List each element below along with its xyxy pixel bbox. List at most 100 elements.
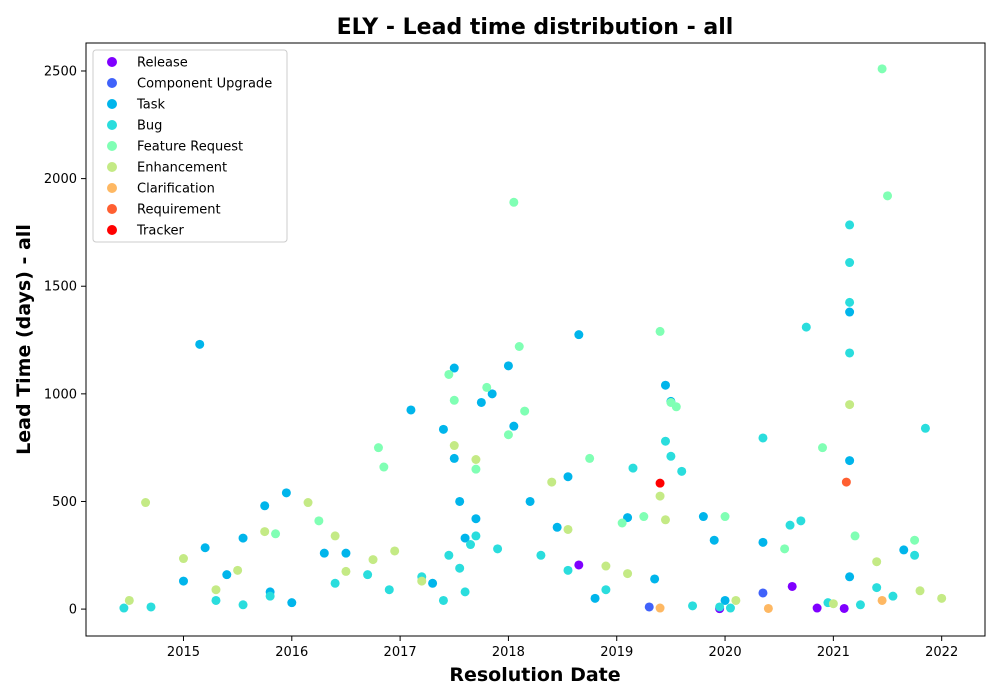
y-axis-label: Lead Time (days) - all <box>13 224 35 455</box>
point-task <box>487 389 497 399</box>
point-task <box>698 512 708 522</box>
point-enhancement <box>330 531 340 541</box>
point-feature-request <box>617 518 627 528</box>
point-task <box>899 545 909 555</box>
point-task <box>563 472 573 482</box>
point-bug <box>460 587 470 597</box>
x-tick-label: 2022 <box>925 645 958 660</box>
point-bug <box>715 602 725 612</box>
point-bug <box>845 258 855 268</box>
point-bug <box>666 451 676 461</box>
point-task <box>406 405 416 415</box>
point-feature-request <box>379 462 389 472</box>
point-feature-request <box>639 512 649 522</box>
point-feature-request <box>373 443 383 453</box>
point-enhancement <box>563 524 573 534</box>
point-feature-request <box>520 406 530 416</box>
point-enhancement <box>260 527 270 537</box>
point-enhancement <box>845 400 855 410</box>
point-feature-request <box>850 531 860 541</box>
point-task <box>319 548 329 558</box>
point-bug <box>493 544 503 554</box>
point-bug <box>601 585 611 595</box>
point-bug <box>660 436 670 446</box>
y-tick-label: 2500 <box>44 64 77 79</box>
point-enhancement <box>731 595 741 605</box>
y-axis: 0 500 1000 1500 2000 2500 <box>44 64 86 618</box>
point-task <box>449 363 459 373</box>
y-tick-label: 1500 <box>44 280 77 295</box>
point-bug <box>438 595 448 605</box>
point-task <box>238 533 248 543</box>
point-task <box>660 380 670 390</box>
point-task <box>287 598 297 608</box>
point-task <box>471 514 481 524</box>
point-bug <box>920 423 930 433</box>
point-task <box>281 488 291 498</box>
point-task <box>455 496 465 506</box>
point-enhancement <box>828 599 838 609</box>
point-enhancement <box>655 491 665 501</box>
legend-marker <box>107 78 117 88</box>
point-enhancement <box>872 557 882 567</box>
point-bug <box>845 297 855 307</box>
point-bug <box>845 220 855 230</box>
point-bug <box>536 550 546 560</box>
y-tick-label: 500 <box>52 495 77 510</box>
point-bug <box>466 540 476 550</box>
point-bug <box>758 433 768 443</box>
point-enhancement <box>141 498 151 508</box>
point-requirement <box>841 477 851 487</box>
point-bug <box>910 550 920 560</box>
point-clarification <box>655 603 665 613</box>
x-axis-label: Resolution Date <box>449 664 620 686</box>
point-release <box>574 560 584 570</box>
point-bug <box>363 570 373 580</box>
point-task <box>574 330 584 340</box>
point-task <box>845 307 855 317</box>
point-task <box>845 456 855 466</box>
point-clarification <box>763 603 773 613</box>
point-release <box>812 603 822 613</box>
point-enhancement <box>417 576 427 586</box>
point-enhancement <box>471 454 481 464</box>
point-feature-request <box>444 369 454 379</box>
legend-label: Requirement <box>137 203 221 218</box>
legend-marker <box>107 162 117 172</box>
point-bug <box>677 466 687 476</box>
point-task <box>460 533 470 543</box>
point-clarification <box>877 595 887 605</box>
point-feature-request <box>471 464 481 474</box>
chart-title: ELY - Lead time distribution - all <box>337 15 734 40</box>
point-enhancement <box>233 565 243 575</box>
point-feature-request <box>509 197 519 207</box>
point-bug <box>801 322 811 332</box>
point-enhancement <box>178 554 188 564</box>
x-tick-label: 2021 <box>817 645 850 660</box>
x-tick-label: 2019 <box>600 645 633 660</box>
point-task <box>709 535 719 545</box>
point-task <box>428 578 438 588</box>
point-tracker <box>655 478 665 488</box>
point-feature-request <box>271 529 281 539</box>
legend-label: Enhancement <box>137 161 227 176</box>
point-task <box>590 593 600 603</box>
legend-box <box>92 49 288 243</box>
point-bug <box>725 603 735 613</box>
legend-marker <box>107 141 117 151</box>
point-bug <box>845 348 855 358</box>
point-release <box>839 603 849 613</box>
point-enhancement <box>303 498 313 508</box>
point-bug <box>796 516 806 526</box>
x-tick-label: 2017 <box>384 645 417 660</box>
point-component-upgrade <box>758 588 768 598</box>
point-feature-request <box>780 544 790 554</box>
legend-marker <box>107 183 117 193</box>
point-bug <box>119 603 129 613</box>
legend-label: Bug <box>137 119 162 134</box>
point-feature-request <box>671 402 681 412</box>
point-task <box>650 574 660 584</box>
point-task <box>758 537 768 547</box>
legend-label: Task <box>136 98 166 113</box>
point-feature-request <box>655 326 665 336</box>
